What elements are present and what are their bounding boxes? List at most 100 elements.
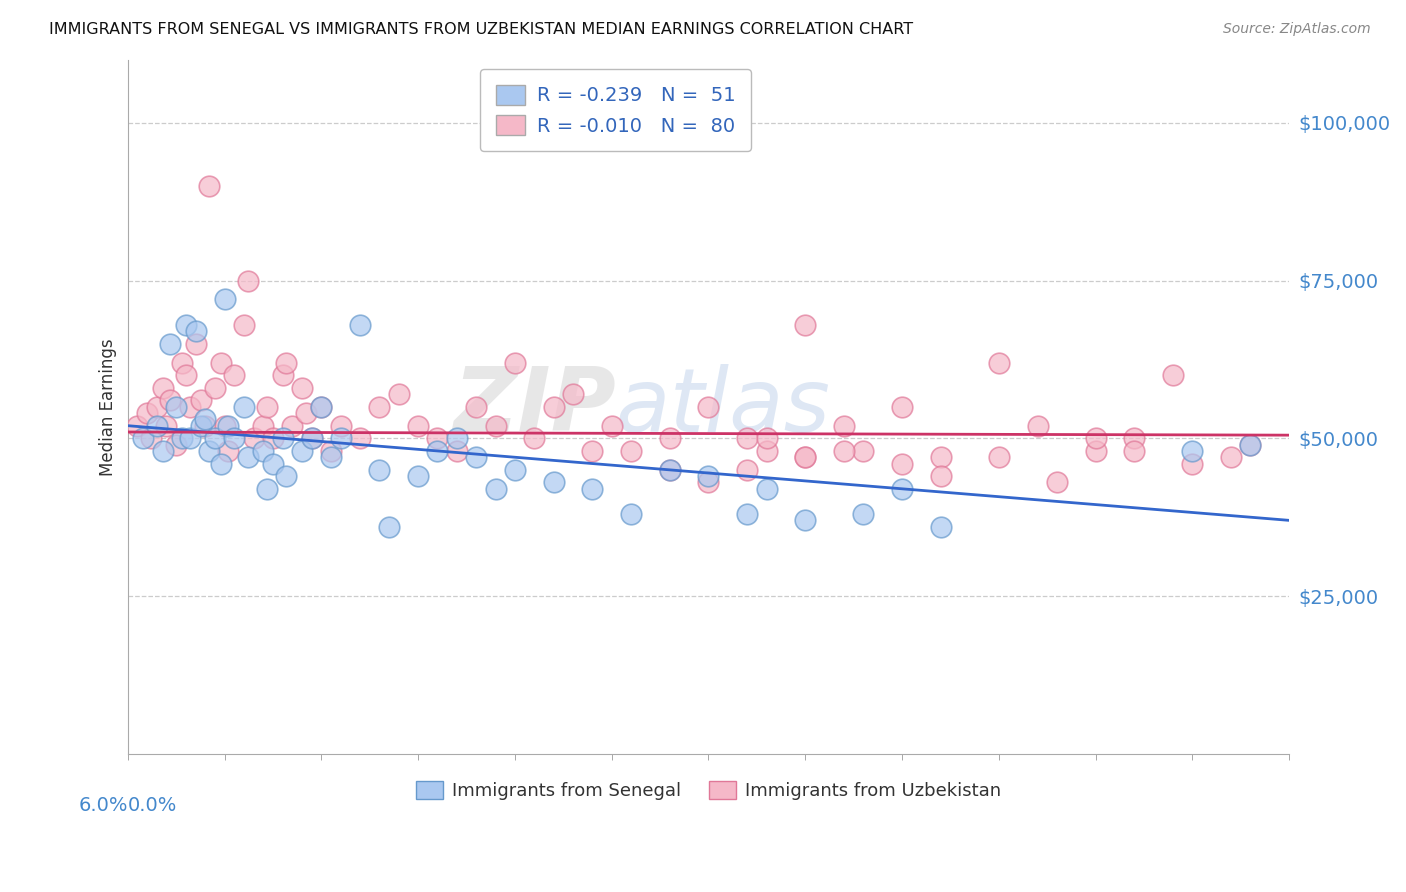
Point <box>184 336 207 351</box>
Point <box>388 387 411 401</box>
Point <box>271 368 294 383</box>
Point <box>503 355 526 369</box>
Y-axis label: Median Earnings: Median Earnings <box>98 338 117 475</box>
Point <box>794 318 817 332</box>
Point <box>252 418 274 433</box>
Point <box>1123 431 1146 445</box>
Point <box>523 431 546 445</box>
Point <box>311 400 333 414</box>
Point <box>620 507 643 521</box>
Point <box>1084 431 1107 445</box>
Point <box>378 519 401 533</box>
Point <box>349 318 371 332</box>
Point <box>214 293 236 307</box>
Point <box>426 431 449 445</box>
Point <box>311 400 333 414</box>
Point <box>159 336 181 351</box>
Point <box>184 324 207 338</box>
Point <box>190 418 212 433</box>
Point <box>214 418 236 433</box>
Text: ZIP: ZIP <box>453 363 616 450</box>
Point <box>852 507 875 521</box>
Point <box>204 381 226 395</box>
Point <box>852 444 875 458</box>
Point <box>543 400 565 414</box>
Point <box>755 482 778 496</box>
Point <box>190 393 212 408</box>
Point <box>236 450 259 465</box>
Point <box>242 431 264 445</box>
Point <box>891 457 914 471</box>
Text: 6.0%: 6.0% <box>79 796 128 814</box>
Point <box>236 273 259 287</box>
Point <box>198 178 221 193</box>
Point <box>159 393 181 408</box>
Point <box>276 355 298 369</box>
Point <box>891 400 914 414</box>
Point <box>697 475 720 490</box>
Point <box>146 400 169 414</box>
Legend: R = -0.239   N =  51, R = -0.010   N =  80: R = -0.239 N = 51, R = -0.010 N = 80 <box>481 70 751 152</box>
Point <box>301 431 323 445</box>
Point <box>136 406 159 420</box>
Point <box>170 355 193 369</box>
Point <box>132 431 155 445</box>
Point <box>1084 444 1107 458</box>
Point <box>329 431 352 445</box>
Text: IMMIGRANTS FROM SENEGAL VS IMMIGRANTS FROM UZBEKISTAN MEDIAN EARNINGS CORRELATIO: IMMIGRANTS FROM SENEGAL VS IMMIGRANTS FR… <box>49 22 914 37</box>
Point <box>581 444 603 458</box>
Point <box>232 400 254 414</box>
Point <box>224 431 246 445</box>
Point <box>794 513 817 527</box>
Point <box>503 463 526 477</box>
Point <box>319 444 342 458</box>
Point <box>295 406 318 420</box>
Point <box>165 437 187 451</box>
Point <box>155 418 177 433</box>
Point <box>179 431 201 445</box>
Point <box>1046 475 1069 490</box>
Point <box>658 463 681 477</box>
Point <box>755 444 778 458</box>
Point <box>329 418 352 433</box>
Point <box>198 444 221 458</box>
Point <box>291 444 314 458</box>
Point <box>209 355 232 369</box>
Point <box>987 355 1010 369</box>
Point <box>697 469 720 483</box>
Point <box>1123 444 1146 458</box>
Point <box>1161 368 1184 383</box>
Point <box>252 444 274 458</box>
Text: 0.0%: 0.0% <box>128 796 177 814</box>
Point <box>446 431 468 445</box>
Point <box>217 418 239 433</box>
Point <box>368 400 391 414</box>
Point <box>1239 437 1261 451</box>
Point <box>562 387 585 401</box>
Point <box>224 368 246 383</box>
Point <box>755 431 778 445</box>
Point <box>127 418 149 433</box>
Point <box>658 431 681 445</box>
Point <box>406 418 429 433</box>
Point <box>832 444 855 458</box>
Point <box>152 381 174 395</box>
Point <box>276 469 298 483</box>
Point <box>465 450 488 465</box>
Text: atlas: atlas <box>616 364 831 450</box>
Point <box>794 450 817 465</box>
Point <box>232 318 254 332</box>
Point <box>291 381 314 395</box>
Point <box>194 412 217 426</box>
Point <box>165 400 187 414</box>
Point <box>600 418 623 433</box>
Point <box>179 400 201 414</box>
Point <box>406 469 429 483</box>
Point <box>1220 450 1243 465</box>
Point <box>929 450 952 465</box>
Point <box>349 431 371 445</box>
Point <box>426 444 449 458</box>
Point <box>174 318 197 332</box>
Point <box>194 418 217 433</box>
Point <box>271 431 294 445</box>
